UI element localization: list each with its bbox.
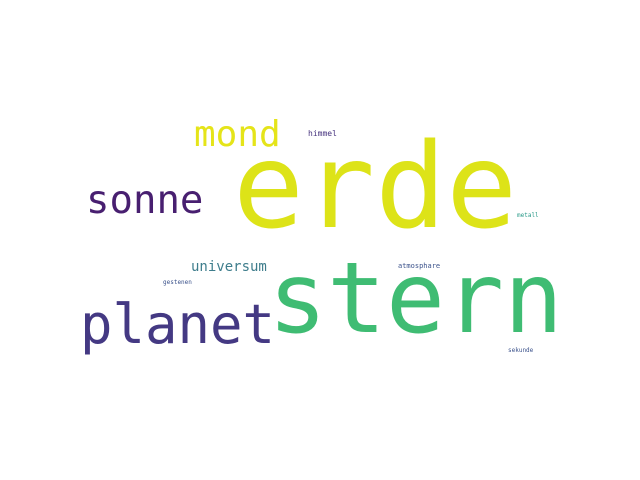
word-sekunde: sekunde: [508, 347, 534, 354]
word-erde: erde: [233, 117, 518, 255]
word-himmel: himmel: [308, 129, 337, 138]
word-sonne: sonne: [86, 178, 204, 223]
word-mond: mond: [194, 114, 281, 155]
word-planet: planet: [80, 293, 276, 356]
word-universum: universum: [191, 259, 267, 275]
word-stern: stern: [268, 242, 564, 356]
word-atmosphare: atmosphare: [398, 262, 441, 270]
word-metall: metall: [517, 212, 539, 219]
word-gestenen: gestenen: [163, 279, 192, 286]
